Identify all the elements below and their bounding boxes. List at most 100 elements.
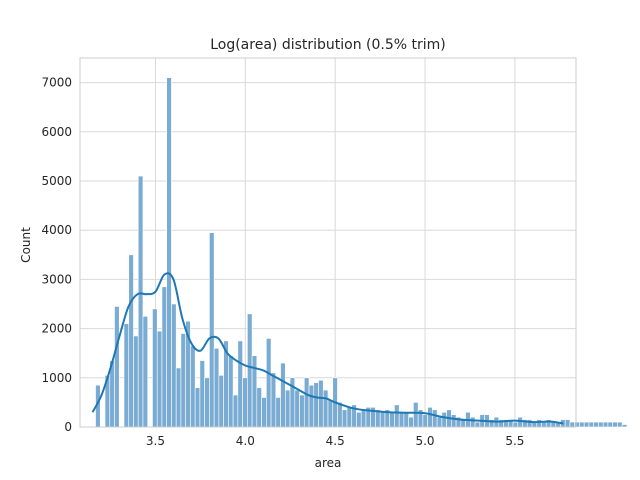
histogram-bar (166, 77, 172, 428)
y-tick-labels: 0 1000 2000 3000 4000 5000 6000 7000 (41, 76, 72, 434)
histogram-bar (569, 421, 576, 428)
histogram-bar (356, 411, 362, 428)
histogram-bar (389, 411, 395, 428)
histogram-bar (133, 335, 139, 428)
histogram-bar (294, 389, 300, 428)
histogram-bar (194, 387, 201, 428)
histogram-bar (564, 419, 571, 428)
histogram-bar (451, 414, 457, 428)
histogram-bar (171, 303, 177, 428)
y-tick-label: 6000 (41, 125, 72, 139)
histogram-bar (261, 397, 267, 428)
histogram-bar (251, 355, 258, 428)
y-tick-label: 5000 (41, 174, 72, 188)
histogram-bar (280, 362, 286, 428)
histogram-bar (137, 175, 144, 428)
histogram-bar (621, 424, 628, 428)
histogram-bar (270, 372, 277, 428)
histogram-bar (341, 409, 348, 428)
histogram-bar (161, 286, 167, 428)
histogram-bar (346, 407, 353, 428)
histogram-bar (190, 345, 196, 428)
histogram-bar (285, 389, 291, 428)
x-tick-labels: 3.5 4.0 4.5 5.0 5.5 (146, 434, 525, 448)
histogram-bar (123, 323, 130, 428)
histogram-bar (583, 421, 590, 428)
x-tick-label: 3.5 (146, 434, 165, 448)
kde-curve (91, 272, 564, 425)
x-tick-label: 5.0 (415, 434, 434, 448)
histogram-bar (541, 421, 547, 428)
y-tick-label: 3000 (41, 272, 72, 286)
histogram-bar (598, 421, 604, 428)
histogram-bar (256, 387, 262, 428)
histogram-bar (322, 389, 329, 428)
y-tick-label: 0 (64, 420, 72, 434)
histogram-bar (180, 333, 186, 428)
y-tick-label: 7000 (41, 76, 72, 90)
histogram-bar (232, 394, 239, 428)
histogram-bar (579, 421, 585, 428)
chart-title: Log(area) distribution (0.5% trim) (210, 37, 446, 53)
histogram-bar (422, 414, 428, 428)
histogram-bars (95, 77, 628, 428)
y-tick-label: 2000 (41, 322, 72, 336)
histogram-bar (617, 421, 623, 428)
histogram-bar (242, 377, 248, 428)
histogram-bar (413, 402, 419, 428)
histogram-bar (308, 384, 315, 428)
x-axis-label: area (315, 456, 342, 470)
x-tick-label: 4.5 (326, 434, 345, 448)
histogram-bar (612, 421, 618, 428)
y-tick-label: 4000 (41, 223, 72, 237)
histogram-bar (275, 397, 281, 428)
histogram-bar (512, 421, 519, 428)
histogram-bar (213, 347, 220, 428)
histogram-bar (360, 409, 367, 428)
histogram-bar (175, 367, 182, 428)
histogram-bar (114, 306, 120, 428)
y-tick-label: 1000 (41, 371, 72, 385)
histogram-bar (204, 377, 210, 428)
histogram-bar (152, 308, 158, 428)
histogram-bar (156, 330, 163, 428)
histogram-bar (536, 419, 542, 428)
histogram-bar (218, 375, 224, 428)
histogram-bar (379, 411, 386, 428)
histogram-bar (602, 421, 609, 428)
histogram-bar (142, 315, 149, 428)
histogram-bar (237, 340, 243, 428)
histogram-bar (574, 421, 580, 428)
histogram-bar (403, 411, 409, 428)
histogram-bar (228, 355, 234, 428)
histogram-bar (209, 232, 215, 428)
x-tick-label: 4.0 (236, 434, 255, 448)
histogram-bar (526, 419, 533, 428)
histogram-bar (303, 377, 310, 428)
x-tick-label: 5.5 (505, 434, 524, 448)
histogram-bar (128, 254, 134, 428)
histogram-bar (327, 399, 334, 428)
histogram-bar (408, 416, 414, 428)
histogram-bar (398, 411, 405, 428)
y-axis-label: Count (19, 227, 33, 263)
histogram-bar (474, 421, 481, 428)
histogram-bar (199, 360, 205, 428)
plot-frame (79, 57, 577, 428)
histogram-bar (313, 382, 319, 428)
histogram-bar (247, 313, 253, 428)
histogram-bar (432, 409, 438, 428)
histogram-bar (607, 421, 613, 428)
histogram-bar (441, 411, 447, 428)
histogram-bar (394, 404, 400, 428)
histogram-bar (470, 416, 476, 428)
histogram-bar (436, 416, 443, 428)
histogram-bar (337, 402, 343, 428)
histogram-bar (593, 421, 599, 428)
histogram-bar (266, 338, 272, 428)
histogram-bar (299, 394, 305, 428)
histogram-bar (588, 421, 594, 428)
histogram-bar (427, 407, 433, 428)
histogram-bar (318, 379, 324, 428)
